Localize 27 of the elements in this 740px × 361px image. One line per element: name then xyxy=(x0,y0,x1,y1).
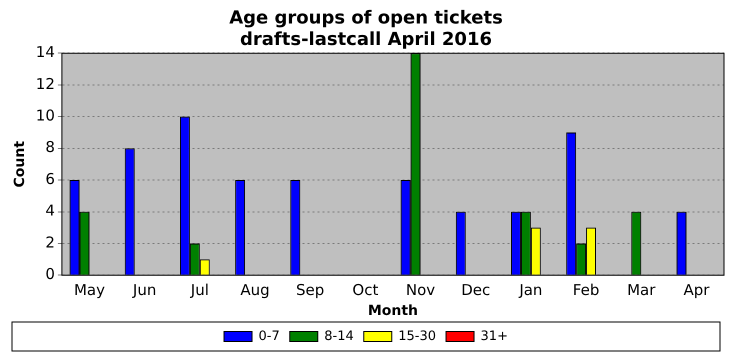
x-axis-title: Month xyxy=(368,303,418,320)
x-tick-label: Feb xyxy=(572,281,600,300)
y-tick-label: 10 xyxy=(36,106,55,125)
y-tick-label: 2 xyxy=(45,233,55,252)
chart-title: Age groups of open tickets drafts-lastcall April 2016 xyxy=(229,7,503,50)
x-tick-label: Apr xyxy=(683,281,710,300)
x-tick-label: May xyxy=(74,281,106,300)
legend-label: 31+ xyxy=(480,328,508,344)
x-tick-label: Dec xyxy=(461,281,490,300)
y-tick-label: 12 xyxy=(36,74,55,93)
x-tick-label: Mar xyxy=(627,281,656,300)
legend-label: 0-7 xyxy=(258,328,280,344)
x-tick-label: Jun xyxy=(132,281,156,300)
x-tick-label: Nov xyxy=(406,281,436,300)
x-tick-label: Jan xyxy=(518,281,542,300)
y-tick-label: 0 xyxy=(45,265,55,284)
y-axis-title: Count xyxy=(12,140,28,188)
x-tick-label: Sep xyxy=(296,281,324,300)
y-tick-label: 4 xyxy=(45,202,55,220)
y-tick-label: 6 xyxy=(45,170,55,188)
legend-label: 8-14 xyxy=(324,328,354,344)
y-tick-label: 14 xyxy=(36,43,55,62)
x-tick-label: Aug xyxy=(240,281,270,300)
x-tick-label: Oct xyxy=(352,281,378,300)
x-tick-label: Jul xyxy=(190,281,209,300)
y-tick-label: 8 xyxy=(45,138,55,156)
legend-label: 15-30 xyxy=(398,328,436,344)
